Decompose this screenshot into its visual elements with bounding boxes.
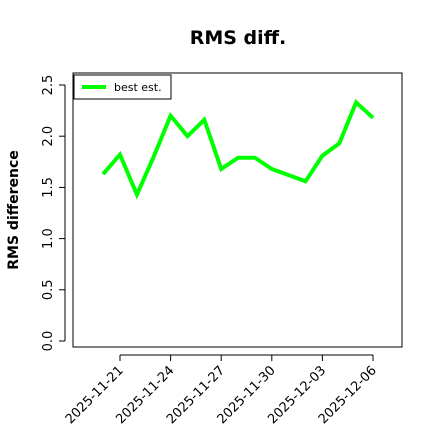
plot-frame: [72, 72, 403, 348]
y-tick-label: 2.5: [41, 75, 56, 96]
data-point: [288, 174, 290, 176]
data-point: [254, 157, 256, 159]
data-point: [305, 180, 306, 182]
data-point: [170, 115, 172, 117]
data-point: [372, 117, 374, 119]
x-axis: 2025-11-212025-11-242025-11-272025-11-30…: [63, 354, 380, 427]
y-axis-title: RMS difference: [6, 150, 22, 270]
data-point: [153, 156, 155, 158]
data-point: [237, 157, 239, 159]
data-point: [271, 168, 273, 170]
y-tick-label: 1.5: [41, 177, 56, 198]
data-point: [355, 101, 357, 103]
data-point: [102, 173, 104, 175]
legend: best est.: [73, 74, 172, 100]
y-tick-label: 0.5: [41, 279, 56, 300]
series-layer: [101, 98, 375, 200]
data-point: [203, 119, 205, 121]
data-point: [187, 135, 188, 137]
y-tick-label: 1.0: [41, 228, 56, 249]
data-point: [119, 154, 121, 156]
y-tick-label: 0.0: [41, 331, 56, 352]
y-tick-label: 2.0: [41, 126, 56, 147]
data-point: [136, 194, 138, 196]
legend-label: best est.: [114, 81, 162, 94]
data-point: [321, 155, 323, 157]
data-point: [338, 142, 340, 144]
y-axis: 0.0 0.5 1.0 1.5 2.0 2.5: [41, 75, 66, 352]
data-point: [220, 168, 222, 170]
series-line-best-est: [101, 98, 375, 200]
chart-title: RMS diff.: [190, 27, 287, 49]
